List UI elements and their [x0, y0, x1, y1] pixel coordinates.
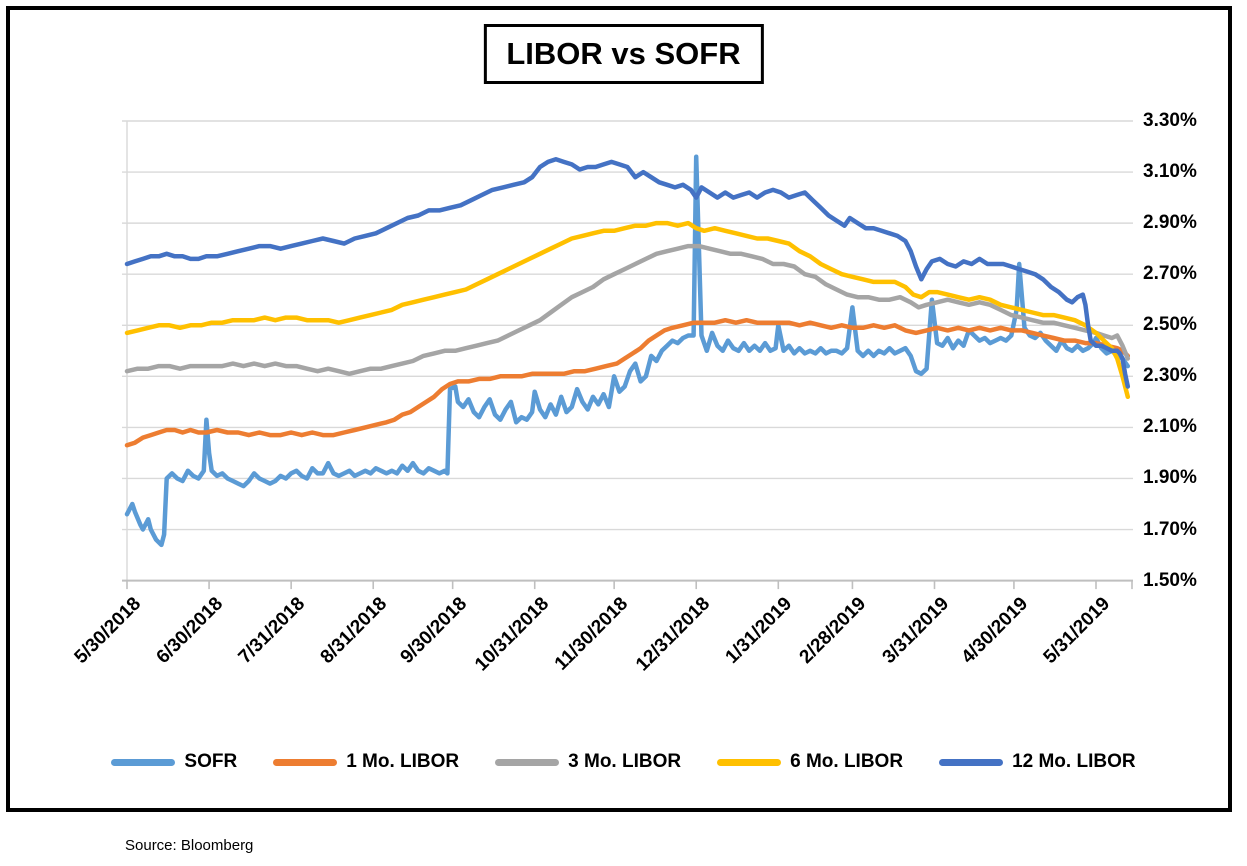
source-note: Source: Bloomberg: [125, 837, 254, 854]
legend-item-12mo-libor: 12 Mo. LIBOR: [939, 751, 1136, 773]
sofr-line-swatch-icon: [111, 758, 176, 766]
y-axis-label: 2.30%: [1143, 365, 1197, 387]
y-axis-label: 3.30%: [1143, 110, 1197, 131]
legend-label-1mo-libor: 1 Mo. LIBOR: [346, 751, 460, 772]
y-axis-label: 2.10%: [1143, 416, 1197, 438]
legend-item-6mo-libor: 6 Mo. LIBOR: [717, 751, 903, 773]
y-axis-label: 3.10%: [1143, 161, 1197, 183]
twelve-mo-libor-line-swatch-icon: [939, 758, 1004, 766]
legend-item-1mo-libor: 1 Mo. LIBOR: [273, 751, 459, 773]
y-axis-label: 1.70%: [1143, 518, 1197, 540]
y-axis-label: 1.90%: [1143, 467, 1197, 489]
chart-title: LIBOR vs SOFR: [506, 36, 741, 71]
legend-label-6mo-libor: 6 Mo. LIBOR: [790, 751, 904, 772]
legend-item-sofr: SOFR: [111, 751, 237, 773]
chart-legend: SOFR 1 Mo. LIBOR 3 Mo. LIBOR 6 Mo. LIBOR…: [0, 751, 1247, 773]
y-axis-label: 1.50%: [1143, 569, 1197, 591]
chart-title-box: LIBOR vs SOFR: [483, 24, 764, 84]
legend-label-12mo-libor: 12 Mo. LIBOR: [1012, 751, 1136, 772]
y-axis-label: 2.70%: [1143, 263, 1197, 285]
legend-item-3mo-libor: 3 Mo. LIBOR: [495, 751, 681, 773]
legend-label-3mo-libor: 3 Mo. LIBOR: [568, 751, 682, 772]
three-mo-libor-line-swatch-icon: [495, 758, 560, 766]
legend-label-sofr: SOFR: [184, 751, 238, 772]
one-mo-libor-line-swatch-icon: [273, 758, 338, 766]
y-axis-label: 2.50%: [1143, 314, 1197, 336]
y-axis-label: 2.90%: [1143, 212, 1197, 234]
six-mo-libor-line-swatch-icon: [717, 758, 782, 766]
